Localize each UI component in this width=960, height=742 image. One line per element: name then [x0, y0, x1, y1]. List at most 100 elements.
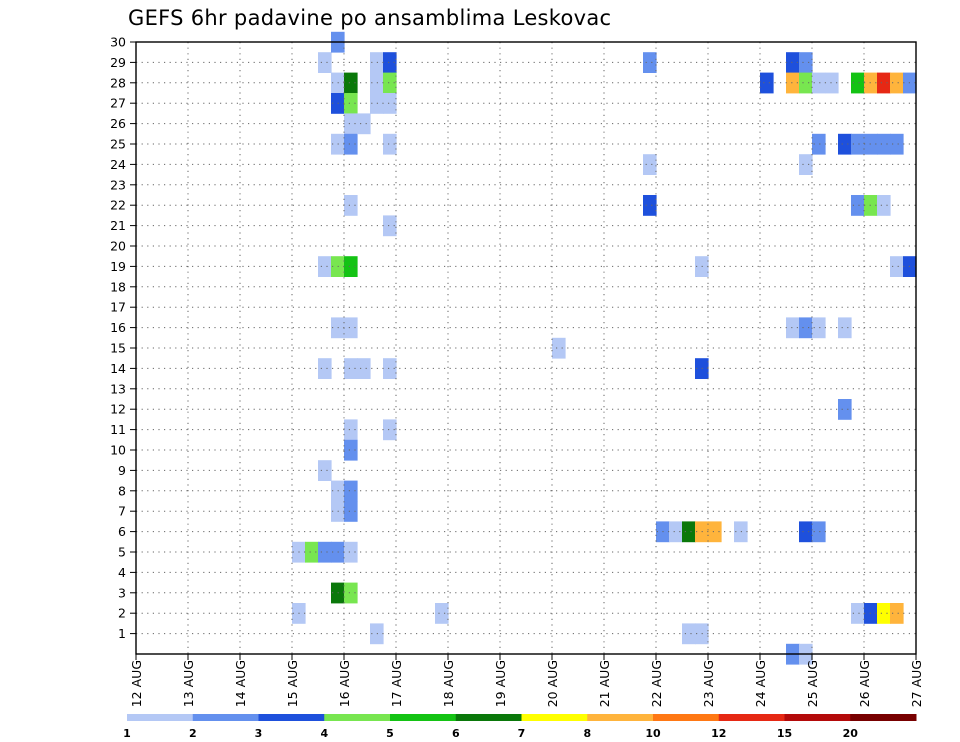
y-tick-label: 12 [110, 402, 126, 417]
heatmap-cell [318, 256, 332, 277]
y-tick-label: 28 [110, 75, 126, 90]
heatmap-cell [838, 133, 852, 155]
heatmap-cell [344, 93, 358, 114]
legend-swatch [850, 714, 917, 721]
heatmap-cell [344, 501, 358, 522]
heatmap-cell [344, 480, 358, 502]
x-tick-label: 19 AUG [493, 660, 508, 707]
heatmap-cell [344, 419, 358, 441]
heatmap-cell [643, 154, 657, 175]
heatmap-cell [318, 541, 332, 563]
heatmap-cell [552, 337, 566, 359]
heatmap-cell [643, 52, 657, 73]
legend-swatch [455, 714, 522, 721]
y-tick-label: 20 [110, 239, 126, 254]
y-tick-label: 4 [118, 565, 126, 580]
heatmap-cell [851, 72, 865, 94]
heatmap-cell [877, 195, 891, 216]
y-tick-label: 10 [110, 443, 126, 458]
heatmap-cell [344, 541, 358, 563]
x-tick-label: 25 AUG [805, 660, 820, 707]
legend-label: 4 [320, 727, 328, 740]
legend-label: 5 [386, 727, 394, 740]
legend-swatch [127, 714, 194, 721]
legend-swatch [258, 714, 325, 721]
heatmap-cell [435, 603, 449, 624]
heatmap-cell [851, 133, 865, 155]
heatmap-cell [890, 603, 904, 624]
heatmap-cell [760, 72, 774, 94]
heatmap-cell [344, 256, 358, 277]
legend-label: 10 [645, 727, 661, 740]
heatmap-cell [799, 154, 813, 175]
heatmap-cell [708, 521, 722, 543]
x-tick-label: 14 AUG [233, 660, 248, 707]
y-tick-label: 26 [110, 116, 126, 131]
legend-label: 8 [583, 727, 591, 740]
legend-swatch [587, 714, 654, 721]
heatmap-cell [825, 72, 839, 94]
x-tick-label: 26 AUG [857, 660, 872, 707]
legend-swatch [784, 714, 851, 721]
legend-swatch [390, 714, 457, 721]
legend-swatch [653, 714, 720, 721]
heatmap-cell [799, 72, 813, 94]
heatmap-cell [851, 603, 865, 624]
heatmap-cell [383, 419, 397, 441]
legend-label: 20 [843, 727, 859, 740]
heatmap-cell [344, 317, 358, 339]
heatmap-cell [643, 195, 657, 216]
y-tick-label: 22 [110, 198, 126, 213]
heatmap-cell [812, 72, 826, 94]
heatmap-cell [344, 582, 358, 604]
heatmap-cell [383, 93, 397, 114]
heatmap-cell [383, 52, 397, 73]
heatmap-cell [682, 623, 696, 645]
x-tick-label: 21 AUG [597, 660, 612, 707]
y-tick-label: 3 [118, 585, 126, 600]
heatmap-cell [318, 52, 332, 73]
legend-label: 12 [711, 727, 726, 740]
chart-title: GEFS 6hr padavine po ansamblima Leskovac [128, 6, 612, 30]
heatmap-cell [877, 603, 891, 624]
y-tick-label: 15 [110, 341, 126, 356]
heatmap-cell [812, 521, 826, 543]
y-tick-label: 1 [118, 626, 126, 641]
x-tick-label: 12 AUG [129, 660, 144, 707]
y-tick-label: 24 [110, 157, 126, 172]
legend-label: 1 [123, 727, 131, 740]
heatmap-cell [890, 72, 904, 94]
y-tick-label: 19 [110, 259, 126, 274]
heatmap-cell [786, 52, 800, 73]
heatmap-cell [799, 521, 813, 543]
legend-label: 3 [255, 727, 263, 740]
heatmap-cell [344, 72, 358, 94]
y-tick-label: 23 [110, 177, 126, 192]
x-tick-label: 13 AUG [181, 660, 196, 707]
x-tick-label: 24 AUG [753, 660, 768, 707]
heatmap-cell [799, 52, 813, 73]
y-tick-label: 25 [110, 137, 126, 152]
heatmap-cell [669, 521, 683, 543]
y-tick-label: 2 [118, 606, 126, 621]
y-tick-label: 29 [110, 55, 126, 70]
y-tick-label: 6 [118, 524, 126, 539]
x-tick-label: 17 AUG [389, 660, 404, 707]
x-tick-label: 23 AUG [701, 660, 716, 707]
y-tick-label: 9 [118, 463, 126, 478]
y-tick-label: 8 [118, 483, 126, 498]
heatmap-cell [344, 113, 358, 135]
heatmap-cell [786, 317, 800, 339]
heatmap-cell [682, 521, 696, 543]
legend-label: 7 [518, 727, 526, 740]
x-tick-label: 16 AUG [337, 660, 352, 707]
plot-frame [135, 41, 917, 655]
heatmap-cell [799, 317, 813, 339]
heatmap-cell [877, 72, 891, 94]
heatmap-cell [383, 358, 397, 379]
x-tick-label: 15 AUG [285, 660, 300, 707]
y-tick-label: 5 [118, 545, 126, 560]
heatmap-cell [383, 72, 397, 94]
legend-label: 2 [189, 727, 197, 740]
